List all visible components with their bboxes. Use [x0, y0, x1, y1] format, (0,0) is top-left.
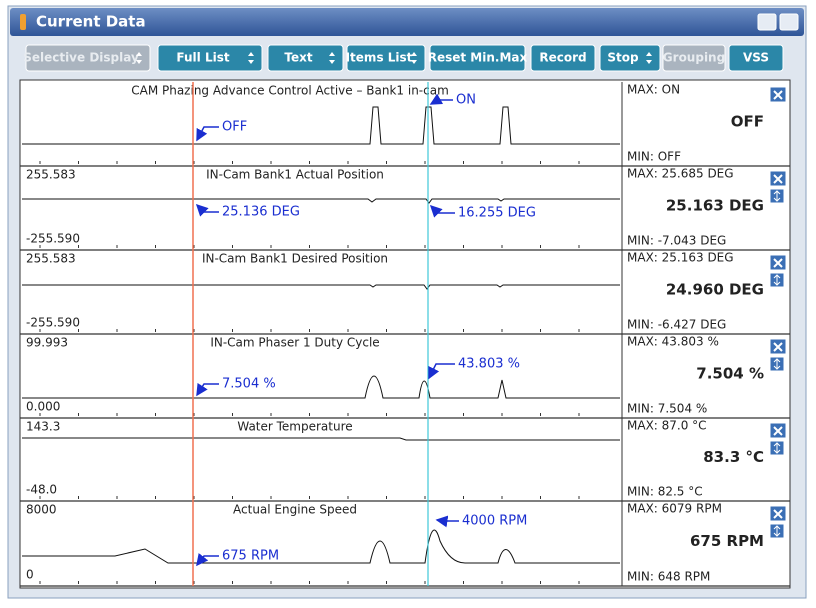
- min-value: MIN: -7.043 DEG: [627, 234, 726, 248]
- range-top: 99.993: [26, 336, 68, 350]
- title-icon: [20, 14, 26, 30]
- range-bottom: -48.0: [26, 483, 57, 497]
- button-label: Items List: [346, 51, 413, 65]
- range-top: 143.3: [26, 420, 60, 434]
- scale-icon: [773, 358, 781, 370]
- annotation-arrow: [428, 363, 455, 380]
- close-icon: [773, 509, 783, 519]
- current-value: 7.504 %: [696, 365, 764, 383]
- annotation-arrow: [435, 515, 459, 528]
- toolbar-button[interactable]: [530, 44, 596, 72]
- current-value: 675 RPM: [690, 532, 764, 550]
- current-value: 24.960 DEG: [666, 281, 764, 299]
- annotation: 25.136 DEG: [222, 205, 300, 220]
- button-label: Full List: [176, 51, 229, 65]
- range-bottom: 0.000: [26, 400, 60, 414]
- max-value: MAX: 87.0 °C: [627, 419, 707, 433]
- range-bottom: 0: [26, 568, 34, 582]
- close-icon: [773, 174, 783, 184]
- annotation-arrow: [196, 382, 219, 397]
- panel-title: IN-Cam Bank1 Desired Position: [202, 252, 388, 266]
- toolbar-button[interactable]: [346, 44, 426, 72]
- annotation-arrow: [195, 203, 219, 217]
- toolbar-button[interactable]: [728, 44, 784, 72]
- toolbar-button[interactable]: [157, 44, 263, 72]
- toolbar-button[interactable]: [599, 44, 661, 72]
- current-value: 25.163 DEG: [666, 197, 764, 215]
- button-label: Text: [284, 51, 312, 65]
- close-icon: [773, 426, 783, 436]
- range-bottom: -255.590: [26, 232, 80, 246]
- scale-icon: [773, 442, 781, 454]
- scale-icon: [773, 525, 781, 537]
- scale-icon: [773, 190, 781, 202]
- annotation: 675 RPM: [222, 549, 279, 564]
- window-title: Current Data: [36, 13, 146, 31]
- panel-title: Actual Engine Speed: [233, 503, 357, 517]
- trace: [22, 375, 620, 399]
- trace: [22, 437, 620, 441]
- toolbar-button[interactable]: [267, 44, 344, 72]
- min-value: MIN: 82.5 °C: [627, 485, 703, 499]
- trace: [22, 529, 620, 564]
- annotation: 16.255 DEG: [458, 206, 536, 221]
- annotation-arrow: [196, 126, 219, 142]
- annotation-arrow: [429, 93, 453, 105]
- max-value: MAX: 25.685 DEG: [627, 167, 734, 181]
- current-value: 83.3 °C: [703, 448, 764, 466]
- spin-icon: [248, 52, 254, 64]
- max-value: MAX: 43.803 %: [627, 335, 719, 349]
- toolbar-button[interactable]: [429, 44, 526, 72]
- button-label: VSS: [743, 51, 769, 65]
- annotation: 43.803 %: [458, 357, 520, 372]
- range-bottom: -255.590: [26, 316, 80, 330]
- min-value: MIN: OFF: [627, 150, 681, 164]
- button-label: Reset Min.Max: [428, 51, 528, 65]
- current-value: OFF: [731, 113, 764, 131]
- spin-icon: [411, 52, 417, 64]
- trace: [22, 198, 620, 204]
- close-icon: [773, 90, 783, 100]
- annotation-arrow: [196, 553, 219, 567]
- annotation: 7.504 %: [222, 377, 276, 392]
- button-label: Selective Display: [23, 51, 139, 65]
- min-value: MIN: 7.504 %: [627, 402, 707, 416]
- close-icon: [773, 342, 783, 352]
- toolbar-button: [662, 44, 726, 72]
- spin-icon: [136, 52, 142, 64]
- annotation: ON: [456, 93, 476, 108]
- retry-icon[interactable]: [757, 13, 777, 31]
- button-label: Grouping: [663, 51, 725, 65]
- trace: [22, 284, 620, 290]
- panel-title: IN-Cam Phaser 1 Duty Cycle: [210, 336, 379, 350]
- range-top: 255.583: [26, 252, 76, 266]
- max-value: MAX: 6079 RPM: [627, 502, 722, 516]
- button-label: Stop: [607, 51, 639, 65]
- min-value: MIN: 648 RPM: [627, 570, 710, 584]
- panel-title: Water Temperature: [237, 420, 352, 434]
- title-bar: [10, 8, 804, 36]
- button-label: Record: [539, 51, 586, 65]
- max-value: MAX: 25.163 DEG: [627, 251, 734, 265]
- scale-icon: [773, 274, 781, 286]
- max-value: MAX: ON: [627, 83, 680, 97]
- panel-title: CAM Phazing Advance Control Active – Ban…: [131, 84, 449, 98]
- menu-icon[interactable]: [779, 13, 799, 31]
- close-icon: [773, 258, 783, 268]
- annotation-arrow: [429, 204, 455, 218]
- range-top: 8000: [26, 503, 57, 517]
- spin-icon: [329, 52, 335, 64]
- range-top: 255.583: [26, 168, 76, 182]
- spin-icon: [646, 52, 652, 64]
- annotation: OFF: [222, 120, 247, 135]
- panel-title: IN-Cam Bank1 Actual Position: [206, 168, 384, 182]
- annotation: 4000 RPM: [462, 514, 527, 529]
- min-value: MIN: -6.427 DEG: [627, 318, 726, 332]
- toolbar-button: [25, 44, 151, 72]
